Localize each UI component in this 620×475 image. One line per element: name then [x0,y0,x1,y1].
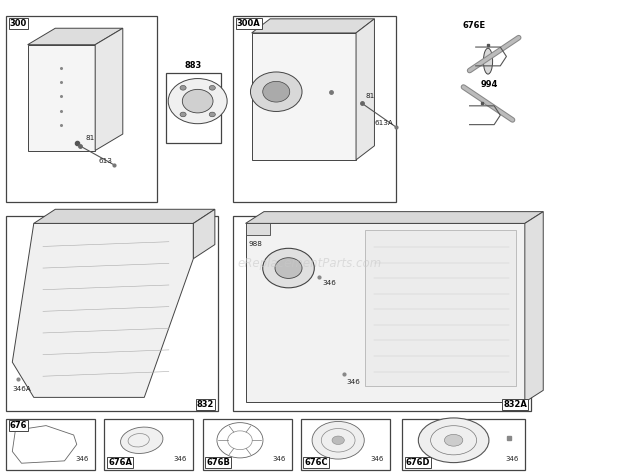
Circle shape [263,248,314,288]
Text: 346: 346 [505,456,519,462]
Polygon shape [356,19,374,160]
Polygon shape [33,209,215,223]
Text: 81: 81 [365,93,374,99]
Circle shape [275,258,302,278]
Text: 676: 676 [10,421,27,430]
Circle shape [180,86,186,90]
Circle shape [180,112,186,117]
Text: 346: 346 [174,456,187,462]
Text: 613A: 613A [374,120,393,126]
Bar [233,17,396,202]
Polygon shape [193,209,215,259]
Ellipse shape [312,421,365,459]
Bar [246,223,270,235]
Bar [6,418,95,470]
Bar [233,216,531,411]
Polygon shape [525,212,543,402]
Bar [402,418,525,470]
Bar [301,418,390,470]
Text: 300A: 300A [237,19,260,28]
Text: 346: 346 [370,456,384,462]
Polygon shape [12,223,193,398]
Ellipse shape [445,435,463,446]
Text: 676B: 676B [206,458,230,467]
Circle shape [209,112,215,117]
Circle shape [182,89,213,113]
Polygon shape [28,45,95,151]
Polygon shape [246,223,525,402]
Polygon shape [252,19,374,33]
Ellipse shape [484,48,493,74]
Text: 988: 988 [249,241,262,247]
Text: 676D: 676D [405,458,430,467]
Text: 300: 300 [10,19,27,28]
Bar [6,17,156,202]
Text: 883: 883 [185,61,202,70]
Bar [104,418,193,470]
Bar [166,73,221,143]
Text: 994: 994 [480,80,498,89]
Text: 346: 346 [76,456,89,462]
Circle shape [168,78,227,124]
Polygon shape [95,28,123,151]
Bar [203,418,291,470]
Text: 676C: 676C [304,458,328,467]
Text: 346A: 346A [12,386,31,391]
Circle shape [263,81,290,102]
Ellipse shape [332,436,344,445]
Text: 346: 346 [272,456,285,462]
Text: 346: 346 [347,379,361,385]
Bar [6,216,218,411]
Circle shape [209,86,215,90]
Text: eReplacementParts.com: eReplacementParts.com [238,257,382,270]
Text: 676E: 676E [463,21,485,30]
Text: 346: 346 [322,280,336,286]
Polygon shape [28,28,123,45]
Text: 832A: 832A [503,399,527,408]
Polygon shape [252,33,356,160]
Text: 613: 613 [98,159,112,164]
Text: 832: 832 [197,399,215,408]
Bar [365,230,516,386]
Text: 676A: 676A [108,458,132,467]
Ellipse shape [120,427,163,454]
Circle shape [250,72,302,112]
Text: 81: 81 [86,135,95,141]
Polygon shape [246,212,543,223]
Ellipse shape [418,418,489,463]
